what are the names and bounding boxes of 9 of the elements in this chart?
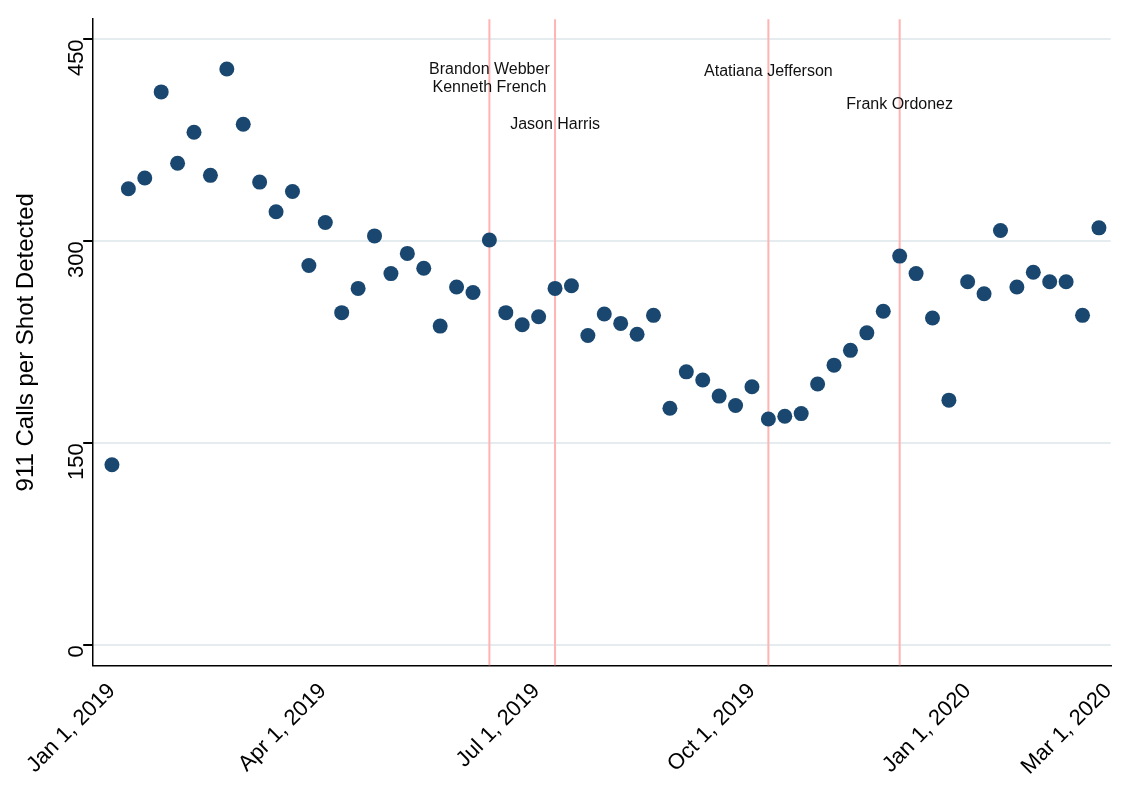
ref-line-label: Brandon Webber Kenneth French <box>429 59 551 95</box>
y-axis-title: 911 Calls per Shot Detected <box>11 193 39 492</box>
y-tick-label: 0 <box>63 645 89 658</box>
y-tick-label: 450 <box>63 39 89 77</box>
y-tick-label: 300 <box>63 241 89 279</box>
ref-line-label: Atatiana Jefferson <box>704 61 833 79</box>
ref-line-label: Frank Ordonez <box>846 94 954 112</box>
y-tick-label: 150 <box>63 443 89 480</box>
ref-line-label: Jason Harris <box>510 114 600 132</box>
